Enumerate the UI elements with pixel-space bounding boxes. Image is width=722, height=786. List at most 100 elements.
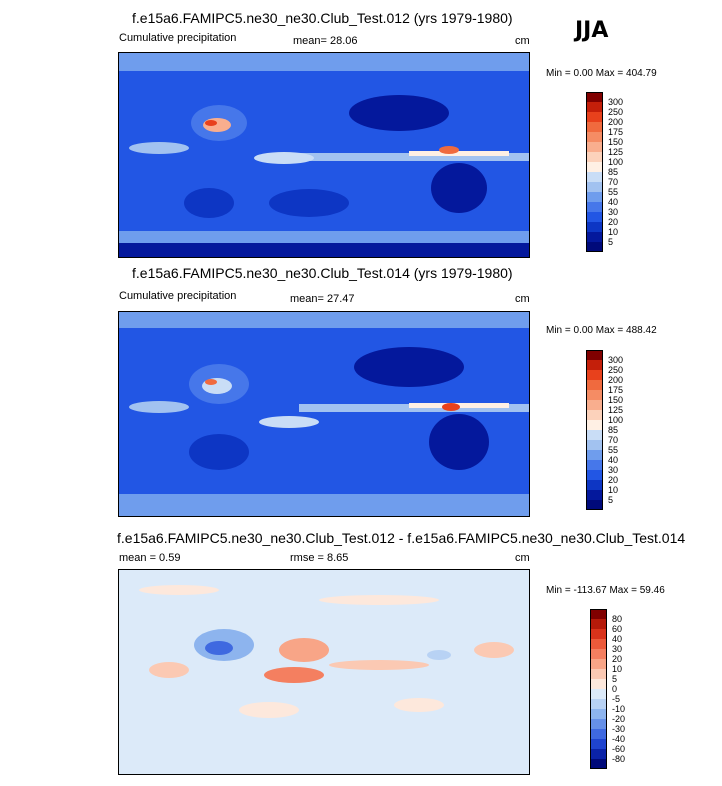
panel-3-units: cm: [515, 552, 530, 564]
colorbar-swatch: [586, 370, 603, 380]
colorbar-label: 10: [608, 485, 619, 495]
colorbar-label: 80: [612, 614, 623, 624]
colorbar-label: -80: [612, 754, 626, 764]
colorbar-label: 175: [608, 385, 624, 395]
colorbar-swatch: [586, 132, 603, 142]
panel-3-rmse: rmse = 8.65: [290, 552, 349, 564]
colorbar-label: 20: [608, 217, 619, 227]
colorbar-swatch: [586, 480, 603, 490]
panel-3-map: [118, 569, 530, 775]
colorbar-swatch: [590, 629, 607, 639]
colorbar-swatch: [586, 360, 603, 370]
panel-1-mean: mean= 28.06: [293, 35, 358, 47]
colorbar-label: -30: [612, 724, 626, 734]
colorbar-swatch: [586, 420, 603, 430]
colorbar-swatch: [586, 490, 603, 500]
colorbar-label: 40: [608, 197, 619, 207]
colorbar-swatch: [586, 430, 603, 440]
colorbar-swatch: [590, 669, 607, 679]
colorbar-label: 200: [608, 375, 624, 385]
colorbar-swatch: [586, 400, 603, 410]
panel-1-map: [118, 52, 530, 258]
colorbar-label: 150: [608, 395, 624, 405]
colorbar-swatch: [586, 380, 603, 390]
colorbar-label: 20: [608, 475, 619, 485]
colorbar-label: 40: [612, 634, 623, 644]
panel-2-left-label: Cumulative precipitation: [119, 290, 237, 302]
colorbar-swatch: [590, 659, 607, 669]
colorbar-swatch: [586, 192, 603, 202]
colorbar-label: 40: [608, 455, 619, 465]
colorbar-swatch: [590, 719, 607, 729]
colorbar-label: 5: [612, 674, 618, 684]
colorbar-label: 100: [608, 157, 624, 167]
colorbar-label: 10: [608, 227, 619, 237]
colorbar-label: -40: [612, 734, 626, 744]
colorbar-swatch: [590, 679, 607, 689]
colorbar-label: 125: [608, 405, 624, 415]
panel-1-left-label: Cumulative precipitation: [119, 32, 237, 44]
panel-1-title: f.e15a6.FAMIPC5.ne30_ne30.Club_Test.012 …: [132, 10, 513, 26]
colorbar-swatch: [590, 759, 607, 769]
colorbar-swatch: [590, 729, 607, 739]
colorbar-swatch: [590, 709, 607, 719]
colorbar-label: 200: [608, 117, 624, 127]
colorbar-label: 85: [608, 425, 619, 435]
colorbar-label: 150: [608, 137, 624, 147]
colorbar-label: -10: [612, 704, 626, 714]
colorbar-swatch: [590, 739, 607, 749]
colorbar-swatch: [586, 222, 603, 232]
colorbar-swatch: [586, 92, 603, 102]
colorbar-swatch: [586, 142, 603, 152]
colorbar-swatch: [586, 350, 603, 360]
colorbar-swatch: [590, 619, 607, 629]
panel-3-minmax: Min = -113.67 Max = 59.46: [546, 585, 665, 596]
colorbar-label: -5: [612, 694, 621, 704]
colorbar-label: 10: [612, 664, 623, 674]
colorbar-swatch: [586, 450, 603, 460]
colorbar-label: 5: [608, 495, 614, 505]
colorbar-swatch: [586, 172, 603, 182]
colorbar-swatch: [586, 162, 603, 172]
colorbar-label: 85: [608, 167, 619, 177]
colorbar-swatch: [590, 699, 607, 709]
colorbar-label: 300: [608, 97, 624, 107]
colorbar-label: 55: [608, 445, 619, 455]
colorbar-label: 250: [608, 107, 624, 117]
colorbar-label: 70: [608, 435, 619, 445]
colorbar-swatch: [586, 122, 603, 132]
colorbar-swatch: [586, 410, 603, 420]
colorbar-swatch: [590, 649, 607, 659]
colorbar-label: 125: [608, 147, 624, 157]
panel-2-title: f.e15a6.FAMIPC5.ne30_ne30.Club_Test.014 …: [132, 265, 513, 281]
panel-3-mean: mean = 0.59: [119, 552, 181, 564]
colorbar-swatch: [586, 102, 603, 112]
panel-2-map: [118, 311, 530, 517]
colorbar-swatch: [586, 152, 603, 162]
colorbar-swatch: [586, 112, 603, 122]
colorbar-swatch: [586, 182, 603, 192]
colorbar-label: 60: [612, 624, 623, 634]
colorbar-label: 70: [608, 177, 619, 187]
panel-2-minmax: Min = 0.00 Max = 488.42: [546, 325, 657, 336]
colorbar-label: 175: [608, 127, 624, 137]
colorbar-label: 30: [612, 644, 623, 654]
colorbar-label: 30: [608, 207, 619, 217]
colorbar-label: 100: [608, 415, 624, 425]
panel-3-map-svg: [119, 570, 529, 774]
colorbar-swatch: [586, 242, 603, 252]
colorbar-swatch: [586, 232, 603, 242]
panel-2-mean: mean= 27.47: [290, 293, 355, 305]
colorbar-swatch: [586, 202, 603, 212]
colorbar-swatch: [590, 749, 607, 759]
colorbar-swatch: [590, 689, 607, 699]
panel-1-minmax: Min = 0.00 Max = 404.79: [546, 68, 657, 79]
panel-1-units: cm: [515, 35, 530, 47]
colorbar-label: 300: [608, 355, 624, 365]
colorbar-label: -20: [612, 714, 626, 724]
colorbar-label: 20: [612, 654, 623, 664]
colorbar-label: 0: [612, 684, 618, 694]
colorbar-swatch: [586, 470, 603, 480]
colorbar-swatch: [586, 500, 603, 510]
colorbar-label: 55: [608, 187, 619, 197]
